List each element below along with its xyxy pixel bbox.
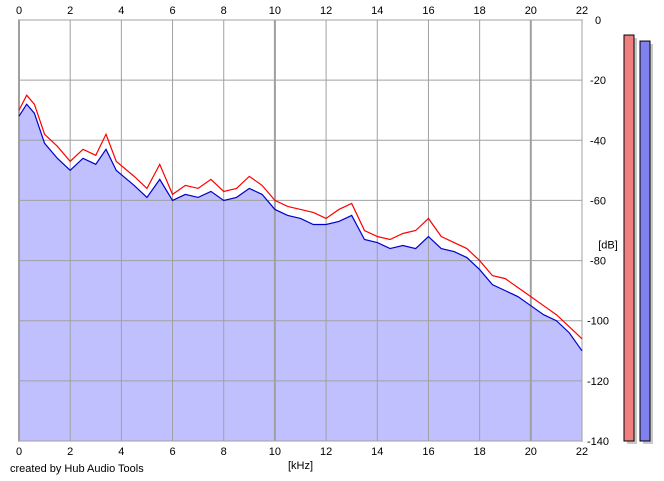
x-tick-label-top: 8: [221, 5, 227, 17]
x-tick-label-bottom: 6: [169, 446, 175, 458]
x-tick-label-bottom: 8: [221, 446, 227, 458]
y-tick-label: -140: [587, 436, 609, 448]
x-tick-label-top: 0: [16, 5, 22, 17]
x-tick-label-top: 18: [474, 5, 486, 17]
y-tick-label: -80: [590, 256, 606, 268]
x-tick-label-top: 6: [169, 5, 175, 17]
y-tick-label: -60: [590, 195, 606, 207]
x-tick-label-top: 14: [371, 5, 383, 17]
x-tick-label-bottom: 20: [525, 446, 537, 458]
y-tick-label: -100: [587, 316, 609, 328]
series-right-line: [18, 103, 583, 352]
x-tick-label-bottom: 4: [118, 446, 124, 458]
x-tick-label-bottom: 18: [474, 446, 486, 458]
x-tick-label-bottom: 16: [422, 446, 434, 458]
x-tick-label-top: 20: [525, 5, 537, 17]
credit-text: created by Hub Audio Tools: [10, 463, 144, 475]
series-left-line: [18, 94, 583, 340]
x-tick-label-bottom: 14: [371, 446, 383, 458]
x-tick-label-top: 4: [118, 5, 124, 17]
level-meter-left: [623, 34, 635, 442]
y-tick-label: -20: [590, 75, 606, 87]
y-tick-label: 0: [595, 15, 601, 27]
x-tick-label-bottom: 0: [16, 446, 22, 458]
x-tick-label-bottom: 12: [320, 446, 332, 458]
x-axis-label: [kHz]: [288, 460, 313, 472]
level-meter-right: [639, 40, 651, 442]
y-axis-label: [dB]: [598, 240, 618, 252]
x-tick-label-top: 22: [576, 5, 588, 17]
spectrum-fill-area: [19, 104, 582, 441]
x-tick-label-top: 12: [320, 5, 332, 17]
x-tick-label-bottom: 10: [269, 446, 281, 458]
y-tick-label: -40: [590, 135, 606, 147]
x-tick-label-top: 10: [269, 5, 281, 17]
x-tick-label-bottom: 2: [67, 446, 73, 458]
x-tick-label-top: 2: [67, 5, 73, 17]
x-tick-label-bottom: 22: [576, 446, 588, 458]
x-tick-label-top: 16: [422, 5, 434, 17]
y-tick-label: -120: [587, 376, 609, 388]
